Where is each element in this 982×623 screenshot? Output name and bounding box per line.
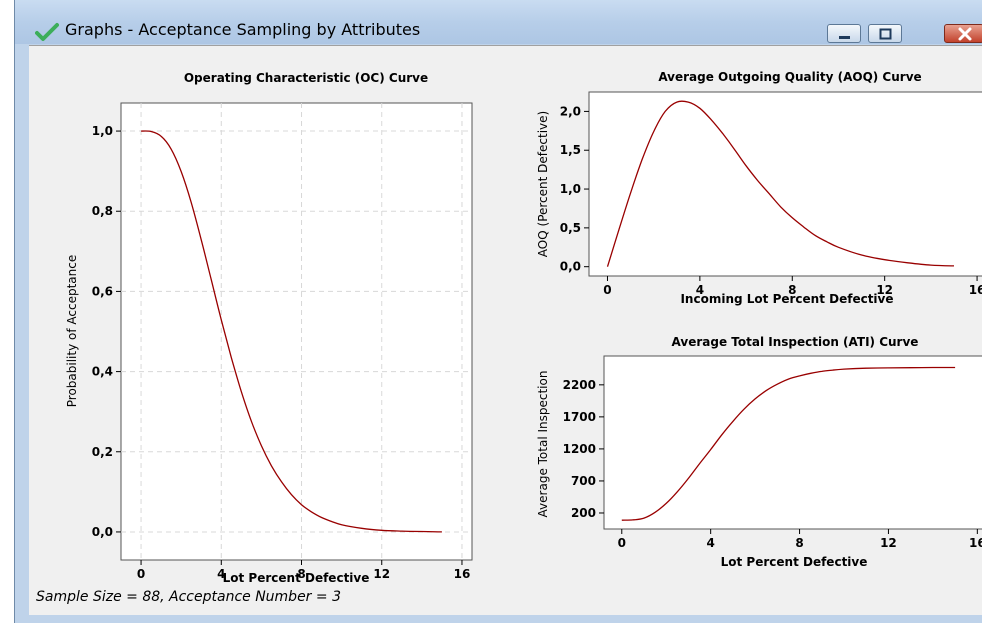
aoq-chart-layer: 0 4 8 12 16 0,0 0,5 1,0 1,5 2,0 bbox=[560, 100, 982, 297]
oc-x-axis-label: Lot Percent Defective bbox=[223, 571, 370, 585]
app-window: Graphs - Acceptance Sampling by Attribut… bbox=[14, 0, 982, 623]
ati-x-tick-label: 8 bbox=[795, 536, 803, 550]
aoq-x-tick-label: 0 bbox=[603, 283, 611, 297]
aoq-curve-line bbox=[606, 100, 955, 267]
oc-y-axis-label: Probability of Acceptance bbox=[65, 255, 79, 407]
oc-plot-area bbox=[120, 102, 473, 561]
oc-y-tick-label: 0,8 bbox=[92, 204, 113, 218]
oc-y-tick-label: 0,2 bbox=[92, 445, 113, 459]
maximize-icon bbox=[879, 28, 892, 40]
aoq-chart-title: Average Outgoing Quality (AOQ) Curve bbox=[658, 70, 921, 84]
oc-y-tick-label: 0,6 bbox=[92, 284, 113, 298]
oc-x-tick-label: 0 bbox=[137, 567, 145, 581]
ati-y-tick-label: 200 bbox=[571, 506, 596, 520]
aoq-y-tick-label: 0,5 bbox=[560, 221, 581, 235]
ati-chart-layer: 0 4 8 12 16 200 700 1200 1700 2200 bbox=[563, 366, 982, 550]
ati-x-tick-label: 16 bbox=[969, 536, 982, 550]
aoq-y-tick-label: 0,0 bbox=[560, 260, 581, 274]
maximize-button[interactable] bbox=[868, 24, 902, 43]
oc-x-tick-label: 8 bbox=[297, 567, 305, 581]
window-title: Graphs - Acceptance Sampling by Attribut… bbox=[65, 20, 421, 39]
oc-x-tick-label: 12 bbox=[373, 567, 390, 581]
aoq-x-tick-label: 12 bbox=[876, 283, 893, 297]
aoq-x-tick-label: 16 bbox=[969, 283, 982, 297]
ati-y-axis-label: Average Total Inspection bbox=[536, 371, 550, 518]
window-bottom-border bbox=[15, 615, 982, 623]
sample-info-note: Sample Size = 88, Acceptance Number = 3 bbox=[36, 589, 341, 605]
ati-plot-area bbox=[603, 355, 982, 530]
oc-chart-title: Operating Characteristic (OC) Curve bbox=[184, 71, 428, 85]
oc-y-tick-label: 0,0 bbox=[92, 525, 113, 539]
aoq-y-axis-label: AOQ (Percent Defective) bbox=[536, 111, 550, 257]
oc-y-tick-label: 0,4 bbox=[92, 365, 113, 379]
ati-chart-title: Average Total Inspection (ATI) Curve bbox=[672, 335, 919, 349]
aoq-y-tick-label: 2,0 bbox=[560, 104, 581, 118]
title-bar[interactable]: Graphs - Acceptance Sampling by Attribut… bbox=[15, 0, 982, 44]
graph-area: 0 4 8 12 16 0,0 0,2 0,4 0,6 0,8 1,0 Operating Char… bbox=[29, 45, 982, 616]
minimize-icon bbox=[839, 36, 850, 39]
oc-x-tick-label: 4 bbox=[217, 567, 225, 581]
ati-x-tick-label: 12 bbox=[880, 536, 897, 550]
close-button[interactable] bbox=[944, 24, 982, 43]
oc-x-tick-label: 16 bbox=[454, 567, 471, 581]
check-icon bbox=[35, 22, 59, 46]
aoq-x-tick-label: 4 bbox=[696, 283, 704, 297]
ati-x-tick-label: 0 bbox=[618, 536, 626, 550]
oc-curve-line bbox=[141, 130, 442, 533]
aoq-x-axis-label: Incoming Lot Percent Defective bbox=[680, 292, 893, 306]
oc-y-tick-label: 1,0 bbox=[92, 124, 113, 138]
close-icon bbox=[958, 27, 972, 41]
aoq-x-tick-label: 8 bbox=[788, 283, 796, 297]
aoq-y-tick-label: 1,0 bbox=[560, 182, 581, 196]
charts-canvas: 0 4 8 12 16 0,0 0,2 0,4 0,6 0,8 1,0 Operating Char… bbox=[65, 70, 982, 585]
aoq-y-tick-label: 1,5 bbox=[560, 143, 581, 157]
oc-chart-layer: 0 4 8 12 16 0,0 0,2 0,4 0,6 0,8 1,0 bbox=[92, 103, 472, 581]
minimize-button[interactable] bbox=[827, 24, 861, 43]
ati-curve-line bbox=[621, 366, 956, 521]
aoq-plot-area bbox=[588, 91, 982, 277]
ati-y-tick-label: 700 bbox=[571, 474, 596, 488]
ati-y-tick-label: 2200 bbox=[563, 378, 596, 392]
ati-x-axis-label: Lot Percent Defective bbox=[721, 555, 868, 569]
ati-y-tick-label: 1200 bbox=[563, 442, 596, 456]
ati-x-tick-label: 4 bbox=[706, 536, 714, 550]
ati-y-tick-label: 1700 bbox=[563, 410, 596, 424]
